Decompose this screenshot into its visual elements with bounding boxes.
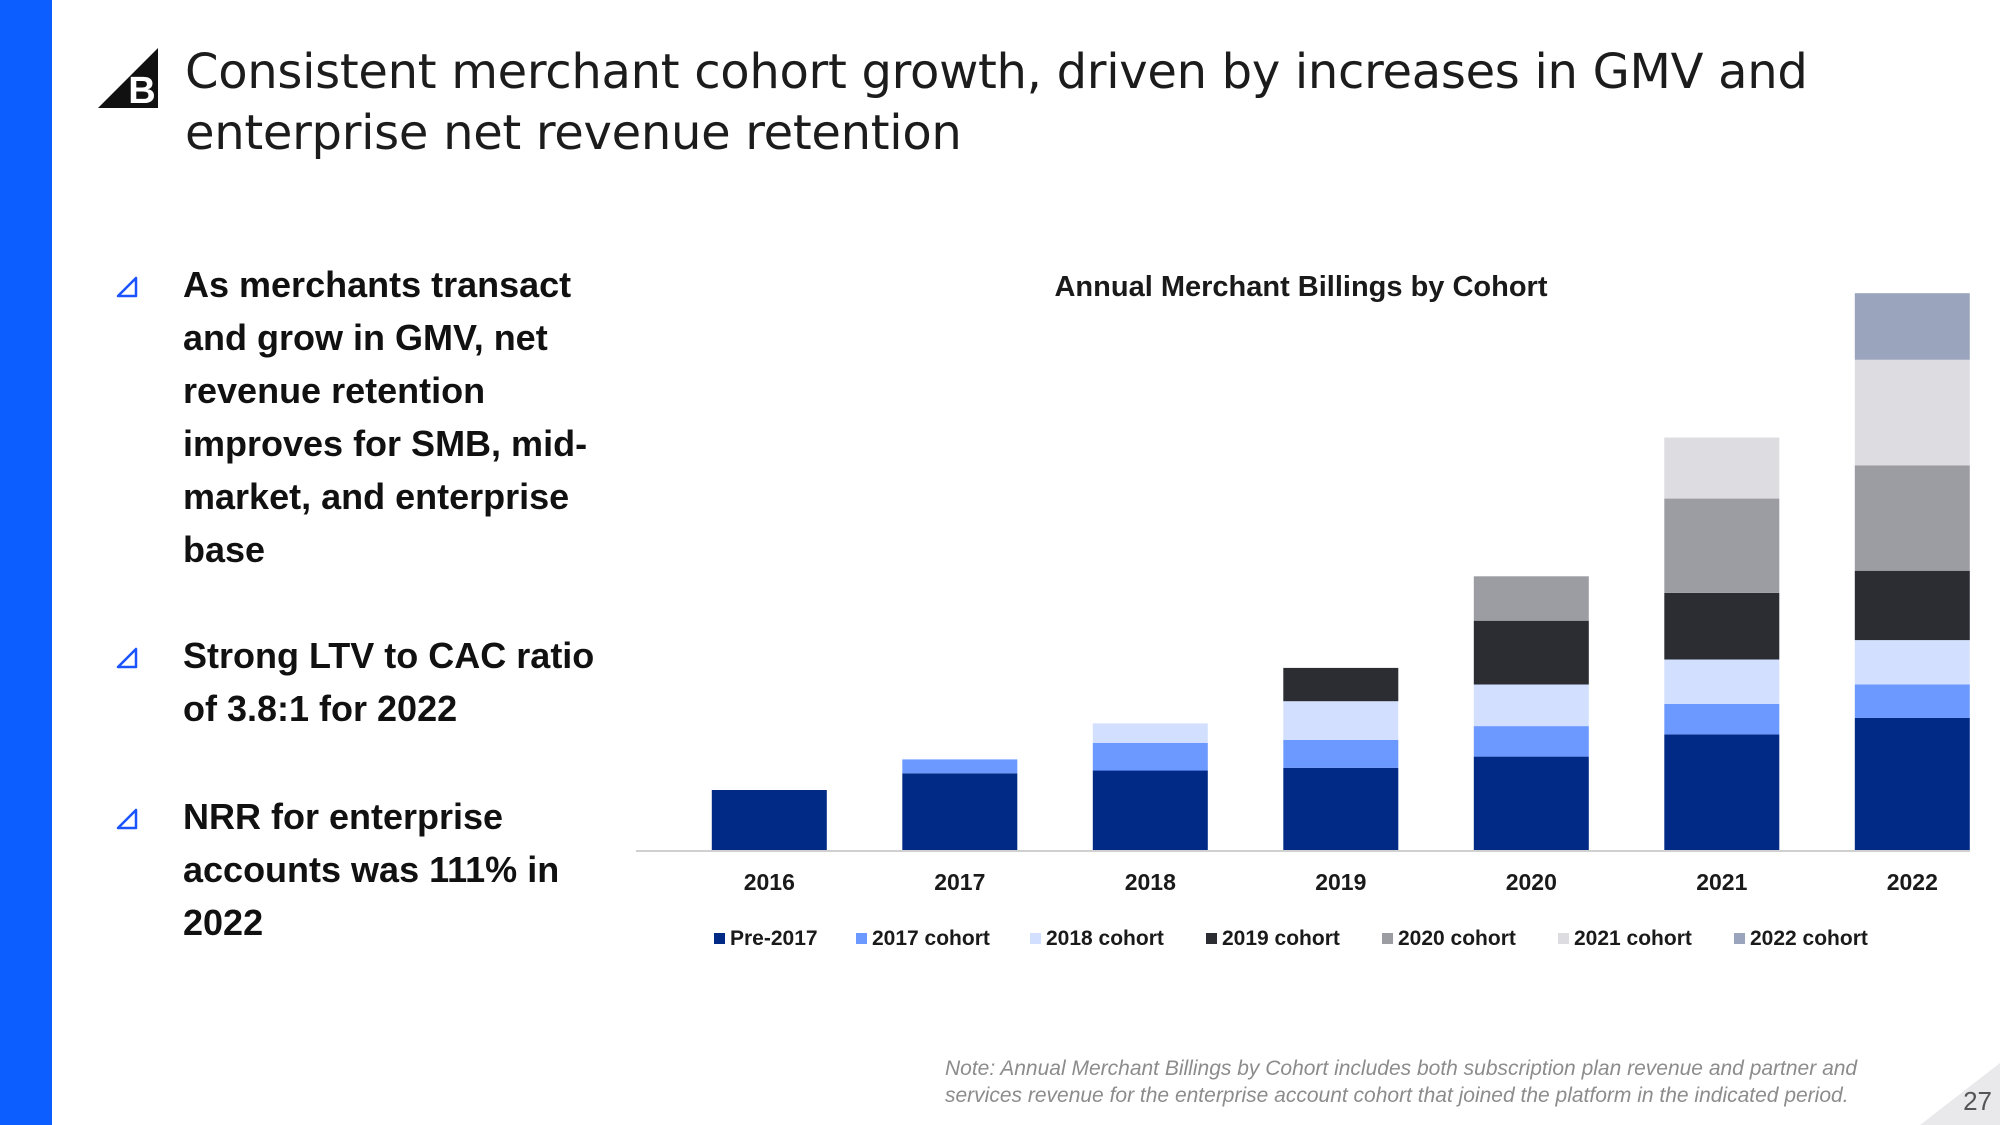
cohort-billings-chart: Annual Merchant Billings by Cohort 2016 2… xyxy=(620,250,1990,970)
bar-segment-2017-pre-2017 xyxy=(902,773,1018,851)
legend-label: 2020 cohort xyxy=(1398,927,1516,950)
legend-item: 2018 cohort xyxy=(1030,927,1164,950)
x-tick-label: 2020 xyxy=(1506,869,1557,895)
chart-legend: Pre-2017 2017 cohort 2018 cohort 2019 cohor… xyxy=(714,927,1868,950)
legend-swatch xyxy=(1030,933,1041,944)
legend-label: 2017 cohort xyxy=(872,927,990,950)
x-tick-label: 2021 xyxy=(1696,869,1747,895)
bar-segment-2022-2021-cohort xyxy=(1854,359,1970,466)
legend-item: 2019 cohort xyxy=(1206,927,1340,950)
bar-segment-2021-2017-cohort xyxy=(1664,703,1780,735)
bar-segment-2018-2017-cohort xyxy=(1092,742,1208,771)
bar-segment-2020-2019-cohort xyxy=(1473,620,1589,685)
bar-segment-2020-pre-2017 xyxy=(1473,756,1589,851)
legend-label: Pre-2017 xyxy=(730,927,818,950)
bullet-item: NRR for enterprise accounts was 111% in … xyxy=(110,790,630,949)
legend-swatch xyxy=(714,933,725,944)
chart-title: Annual Merchant Billings by Cohort xyxy=(1054,271,1547,303)
legend-swatch xyxy=(1734,933,1745,944)
bar-segment-2019-2018-cohort xyxy=(1283,701,1399,740)
slide-title: Consistent merchant cohort growth, drive… xyxy=(185,44,1808,161)
bar-segment-2021-2021-cohort xyxy=(1664,437,1780,499)
accent-bar xyxy=(0,0,52,1125)
page-corner-shape xyxy=(1920,1063,2000,1125)
bar-segment-2021-pre-2017 xyxy=(1664,734,1780,851)
bar-segment-2021-2018-cohort xyxy=(1664,659,1780,704)
bar-segment-2017-2017-cohort xyxy=(902,759,1018,774)
legend-item: 2020 cohort xyxy=(1382,927,1516,950)
bar-segment-2022-2018-cohort xyxy=(1854,640,1970,685)
bar-segment-2019-2017-cohort xyxy=(1283,740,1399,768)
bar-segment-2021-2019-cohort xyxy=(1664,592,1780,660)
bullet-list: As merchants transact and grow in GMV, n… xyxy=(110,258,630,949)
legend-label: 2019 cohort xyxy=(1222,927,1340,950)
bullet-text: NRR for enterprise accounts was 111% in … xyxy=(183,796,560,943)
bullet-item: Strong LTV to CAC ratio of 3.8:1 for 202… xyxy=(110,629,630,735)
legend-item: 2021 cohort xyxy=(1558,927,1692,950)
triangle-bullet-icon xyxy=(116,808,138,830)
x-tick-label: 2018 xyxy=(1125,869,1176,895)
legend-label: 2021 cohort xyxy=(1574,927,1692,950)
bar-segment-2018-2018-cohort xyxy=(1092,723,1208,743)
x-tick-label: 2017 xyxy=(934,869,985,895)
bar-segment-2021-2020-cohort xyxy=(1664,498,1780,593)
legend-swatch xyxy=(1558,933,1569,944)
bar-segment-2020-2020-cohort xyxy=(1473,576,1589,621)
legend-label: 2022 cohort xyxy=(1750,927,1868,950)
x-tick-label: 2022 xyxy=(1887,869,1938,895)
bar-segment-2018-pre-2017 xyxy=(1092,770,1208,851)
chart-canvas: Annual Merchant Billings by Cohort 2016 2… xyxy=(636,271,1970,950)
bar-segment-2022-2020-cohort xyxy=(1854,465,1970,571)
bar-segment-2022-pre-2017 xyxy=(1854,717,1970,851)
bar-segment-2022-2019-cohort xyxy=(1854,570,1970,641)
bar-segment-2016-pre-2017 xyxy=(711,790,827,851)
triangle-bullet-icon xyxy=(116,276,138,298)
legend-item: 2022 cohort xyxy=(1734,927,1868,950)
footnote: Note: Annual Merchant Billings by Cohort… xyxy=(945,1057,1858,1107)
bar-segment-2022-2022-cohort xyxy=(1854,293,1970,360)
bar-segment-2019-pre-2017 xyxy=(1283,767,1399,852)
bullet-text: Strong LTV to CAC ratio of 3.8:1 for 202… xyxy=(183,635,595,729)
legend-item: Pre-2017 xyxy=(714,927,818,950)
legend-item: 2017 cohort xyxy=(856,927,990,950)
triangle-bullet-icon xyxy=(116,647,138,669)
legend-label: 2018 cohort xyxy=(1046,927,1164,950)
x-tick-label: 2019 xyxy=(1315,869,1366,895)
legend-swatch xyxy=(1382,933,1393,944)
legend-swatch xyxy=(856,933,867,944)
bullet-item: As merchants transact and grow in GMV, n… xyxy=(110,258,630,576)
bar-segment-2020-2017-cohort xyxy=(1473,726,1589,757)
bar-segment-2022-2017-cohort xyxy=(1854,684,1970,718)
x-tick-label: 2016 xyxy=(744,869,795,895)
legend-swatch xyxy=(1206,933,1217,944)
bars-layer xyxy=(711,293,1970,852)
svg-text:B: B xyxy=(128,70,155,110)
x-axis-ticks: 2016 2017 2018 2019 2020 2021 2022 xyxy=(744,869,1938,895)
page-number: 27 xyxy=(1963,1086,1992,1116)
bar-segment-2020-2018-cohort xyxy=(1473,684,1589,727)
brand-logo: B xyxy=(98,48,158,110)
bar-segment-2019-2019-cohort xyxy=(1283,667,1399,702)
bullet-text: As merchants transact and grow in GMV, n… xyxy=(183,264,588,570)
